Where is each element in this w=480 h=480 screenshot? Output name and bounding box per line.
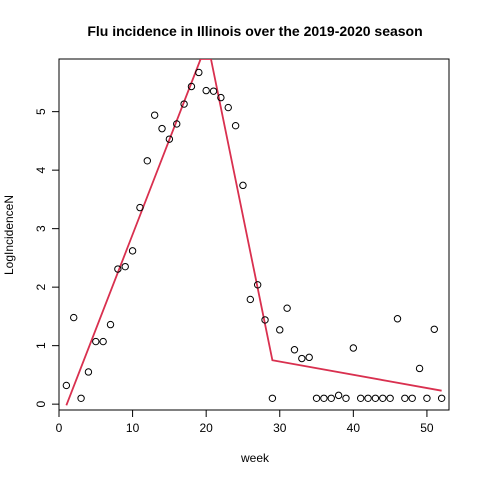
data-point [386,394,394,402]
data-point [187,82,196,91]
x-tick-label: 50 [420,421,434,435]
data-point [158,124,166,133]
data-point [165,135,174,143]
x-tick-label: 40 [347,421,361,435]
data-point [70,313,78,322]
data-point [320,394,328,402]
data-point [364,394,372,402]
data-point [217,93,225,102]
data-point [224,103,232,112]
data-point [371,394,380,402]
data-point [121,262,129,271]
y-tick-label: 1 [34,342,48,349]
chart-title: Flu incidence in Illinois over the 2019-… [87,23,422,39]
y-axis-label: LogIncidenceN [2,195,16,275]
data-point [408,394,416,402]
y-tick-label: 4 [34,166,48,173]
data-point [106,320,115,329]
y-tick-label: 5 [34,108,48,115]
data-point [334,391,343,400]
data-point [202,86,210,95]
data-point [114,265,122,273]
data-point [283,304,291,312]
data-point [180,100,188,108]
data-point [261,316,269,324]
data-point [231,121,240,130]
data-point [349,344,358,352]
data-point [143,157,152,165]
data-point [128,247,137,255]
data-point [173,120,181,128]
axes: 0 10 20 30 40 50 0 1 2 3 4 5 [34,58,450,435]
y-tick-label: 0 [34,400,48,407]
data-point [415,364,424,373]
data-point [423,394,431,402]
data-point [62,381,71,390]
data-point [290,346,299,354]
data-point [99,337,107,346]
data-point [276,326,284,334]
data-point [239,181,247,190]
data-point [312,394,321,402]
y-tick-label: 3 [34,225,48,232]
x-tick-label: 10 [126,421,140,435]
data-point [246,295,255,304]
data-point [298,354,306,363]
data-point [430,325,438,333]
data-point [84,368,93,376]
x-tick-label: 0 [56,421,63,435]
y-tick-label: 2 [34,283,48,290]
data-point [92,337,100,346]
data-point [150,111,159,119]
data-points [62,68,446,402]
data-point [77,394,85,402]
plot-frame [58,58,450,411]
data-point [305,353,313,362]
data-point [268,394,277,402]
data-point [136,203,144,212]
data-point [356,394,365,402]
x-axis-label: week [240,451,270,465]
data-point [437,394,446,402]
data-point [379,394,387,402]
data-point [401,394,409,402]
data-point [327,394,335,402]
fit-line [65,59,442,406]
data-point [253,281,262,289]
data-point [393,315,402,323]
data-point [195,68,203,77]
fit-line-path [65,59,442,406]
x-tick-label: 30 [273,421,287,435]
x-tick-label: 20 [199,421,213,435]
data-point [342,394,350,402]
data-point [209,87,218,95]
